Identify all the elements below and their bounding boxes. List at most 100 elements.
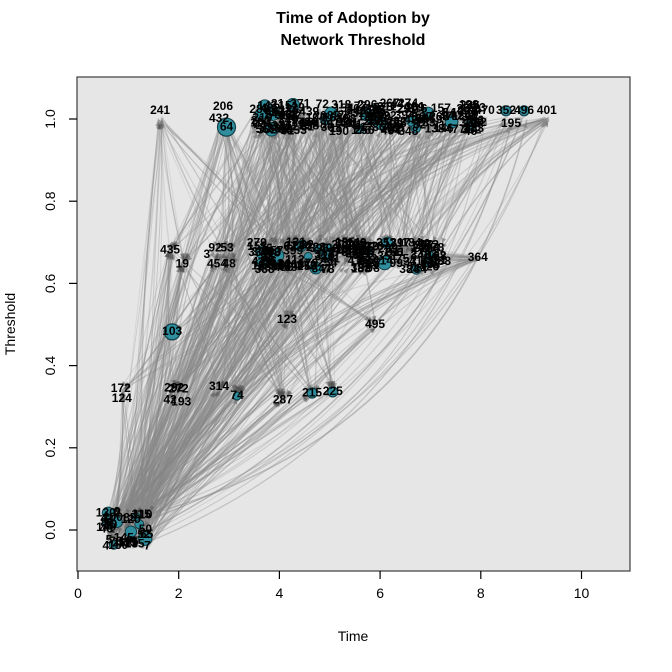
vertex-dot: [411, 264, 422, 275]
edge-arrowhead-icon: [343, 257, 349, 264]
graph-edge: [409, 117, 548, 256]
graph-edge: [117, 121, 161, 541]
graph-edge: [281, 104, 344, 246]
graph-edge: [307, 110, 473, 258]
graph-edge: [384, 120, 426, 247]
edge-arrowhead-icon: [438, 248, 443, 255]
vertex-label: 309: [252, 245, 272, 259]
graph-edge: [108, 110, 361, 545]
vertex-label: 233: [347, 236, 367, 250]
graph-edge: [408, 124, 460, 270]
vertex-label: 331: [405, 99, 425, 113]
edge-arrowhead-icon: [408, 252, 414, 259]
graph-edge: [271, 255, 478, 260]
edge-arrowhead-icon: [340, 249, 346, 256]
vertex-label: 156: [464, 113, 484, 127]
vertex-label: 74: [230, 388, 244, 402]
graph-edge: [175, 243, 320, 392]
edge-arrowhead-icon: [215, 390, 221, 397]
edge-arrowhead-icon: [313, 110, 319, 117]
vertex-label: 351: [377, 249, 397, 263]
edge-arrowhead-icon: [362, 236, 368, 243]
edge-arrowhead-icon: [322, 262, 329, 267]
vertex-dot: [373, 116, 388, 130]
graph-edge: [125, 257, 303, 525]
graph-edge: [386, 116, 546, 247]
graph-edge: [216, 265, 299, 392]
graph-edge: [172, 249, 291, 393]
edge-arrowhead-icon: [282, 116, 287, 123]
edge-arrowhead-icon: [391, 123, 397, 131]
graph-edge: [227, 251, 281, 398]
vertex-label: 84: [260, 250, 274, 264]
graph-edge: [143, 394, 311, 521]
edge-arrowhead-icon: [354, 248, 360, 255]
graph-edge: [214, 109, 332, 250]
graph-edge: [271, 110, 376, 258]
edge-arrowhead-icon: [435, 242, 441, 250]
edge-arrowhead-icon: [216, 241, 222, 248]
graph-edge: [317, 113, 322, 244]
edge-arrowhead-icon: [294, 255, 301, 261]
edge-arrowhead-icon: [281, 253, 288, 259]
edge-arrowhead-icon: [184, 254, 190, 261]
edge-arrowhead-icon: [220, 383, 226, 390]
vertex-dot: [377, 255, 392, 271]
vertex-label: 88: [461, 110, 475, 124]
graph-edge: [131, 121, 513, 550]
vertex-label: 46: [464, 124, 478, 138]
edge-arrowhead-icon: [444, 109, 450, 116]
vertex-label: 313: [314, 247, 334, 261]
edge-arrowhead-icon: [280, 390, 286, 397]
graph-edge: [321, 122, 328, 246]
graph-edge: [265, 108, 281, 252]
vertex-label: 27: [278, 121, 292, 135]
graph-edge: [235, 124, 377, 396]
vertex-label: 146: [434, 121, 454, 135]
vertex-label: 410: [298, 115, 318, 129]
graph-edge: [274, 124, 329, 256]
edge-arrowhead-icon: [214, 254, 220, 261]
vertex-label: 441: [342, 118, 362, 132]
vertex-label: 219: [252, 110, 272, 124]
graph-edge: [265, 127, 281, 399]
graph-edge: [111, 244, 312, 530]
vertex-label: 379: [370, 109, 390, 123]
vertex-label: 141: [338, 115, 358, 129]
vertex-label: 36: [321, 120, 335, 134]
edge-arrowhead-icon: [338, 267, 345, 274]
graph-edge: [286, 119, 469, 262]
vertex-label: 58: [343, 111, 357, 125]
vertex-label: 278: [278, 111, 298, 125]
graph-edge: [121, 262, 290, 391]
edge-arrowhead-icon: [275, 400, 282, 407]
vertex-dot: [320, 115, 331, 126]
edge-arrowhead-icon: [118, 527, 123, 534]
graph-edge: [147, 398, 285, 513]
graph-edge: [262, 110, 348, 261]
graph-edge: [277, 266, 373, 324]
graph-edge: [271, 121, 386, 247]
graph-edge: [403, 118, 549, 256]
vertex-dot: [254, 107, 268, 121]
graph-edge: [360, 131, 367, 245]
graph-edge: [281, 104, 345, 249]
vertex-label: 252: [376, 235, 396, 249]
graph-edge: [129, 248, 403, 528]
vertex-dot: [365, 114, 375, 124]
graph-edge: [141, 110, 395, 523]
edge-arrowhead-icon: [327, 383, 333, 390]
graph-edge: [124, 115, 524, 547]
edge-arrowhead-icon: [216, 253, 221, 260]
graph-edge: [317, 113, 353, 254]
vertex-dot: [294, 240, 307, 253]
vertex-label: 35: [123, 535, 137, 549]
graph-edge: [143, 124, 329, 539]
graph-edge: [136, 248, 366, 521]
graph-edge: [108, 111, 462, 538]
graph-edge: [349, 110, 389, 243]
edge-arrowhead-icon: [365, 235, 372, 242]
edge-arrowhead-icon: [386, 250, 392, 257]
edge-arrowhead-icon: [371, 315, 377, 322]
